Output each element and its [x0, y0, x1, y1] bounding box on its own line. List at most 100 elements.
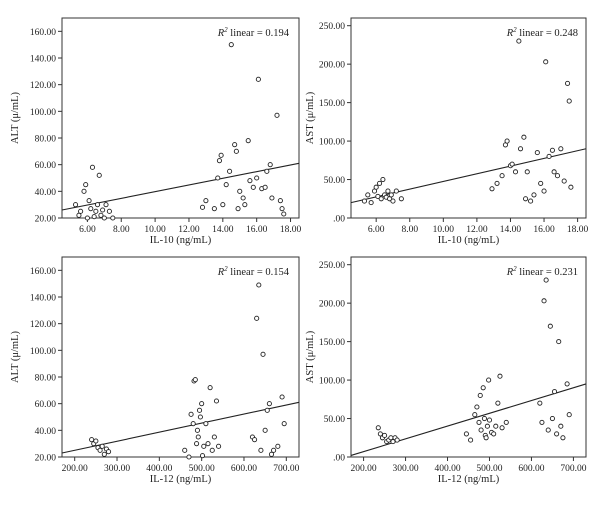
data-point [216, 443, 222, 449]
data-point [247, 178, 253, 184]
data-point [266, 401, 272, 407]
plot-frame [61, 256, 300, 458]
data-point [463, 431, 469, 437]
data-point [271, 447, 277, 453]
data-point [541, 298, 547, 304]
data-point [254, 315, 260, 321]
y-axis-title: ALT (μ/mL) [10, 92, 21, 145]
data-point [101, 451, 107, 457]
data-point [98, 212, 104, 218]
data-point [472, 412, 478, 418]
data-point [188, 411, 194, 417]
x-tick-label: 18.00 [280, 225, 302, 235]
data-point [106, 449, 112, 455]
panel-alt-il12: 200.00 300.00 400.00 500.00 600.00 700.00 20.0… [10, 256, 300, 485]
y-tick-label: 20.00 [35, 454, 57, 464]
data-point [547, 323, 553, 329]
data-point [499, 425, 505, 431]
y-tick-label: .00 [333, 215, 345, 225]
y-tick-label: 160.00 [30, 267, 56, 277]
data-point [240, 195, 246, 201]
data-point [551, 169, 557, 175]
x-tick-label: 500.00 [189, 464, 215, 474]
x-tick-label: 14.00 [212, 225, 234, 235]
data-point [564, 381, 570, 387]
data-point [468, 437, 474, 443]
data-point [196, 407, 203, 413]
y-tick-label: 200.00 [319, 61, 345, 71]
r2-annotation: R2 linear = 0.154 [217, 265, 290, 278]
x-tick-label: 700.00 [560, 464, 586, 474]
data-point [385, 188, 391, 194]
data-point [494, 180, 500, 186]
data-point [382, 432, 388, 439]
x-tick-label: 6.00 [79, 225, 96, 235]
data-point [211, 434, 217, 440]
data-point [483, 435, 489, 441]
data-point [182, 447, 188, 453]
data-point [242, 202, 248, 208]
x-tick-label: 200.00 [351, 464, 377, 474]
data-point [377, 431, 383, 437]
data-point [269, 195, 275, 201]
y-axis-title: ALT (μ/mL) [10, 331, 21, 384]
data-point [545, 427, 551, 433]
data-point [268, 451, 275, 457]
x-tick-label: 300.00 [392, 464, 418, 474]
data-point [375, 193, 381, 200]
data-point [192, 377, 198, 383]
data-point [491, 431, 497, 437]
plot-frame [350, 256, 587, 458]
data-point [186, 454, 192, 460]
x-axis-title: IL-10 (ng/mL) [150, 235, 212, 246]
data-point [216, 158, 222, 164]
x-tick-label: 10.00 [433, 225, 455, 235]
data-point [93, 438, 99, 444]
data-point [255, 76, 261, 82]
y-axis-title: AST (μ/mL) [305, 91, 316, 144]
data-point [478, 427, 484, 433]
x-tick-label: 200.00 [62, 464, 88, 474]
x-tick-label: 8.00 [113, 225, 130, 235]
data-point [558, 423, 564, 429]
data-point [93, 208, 99, 214]
data-point [368, 200, 374, 206]
data-point [199, 453, 206, 459]
y-tick-label: 160.00 [30, 28, 56, 38]
data-point [509, 161, 515, 167]
data-point [380, 176, 386, 183]
x-tick-label: 12.00 [178, 225, 200, 235]
y-tick-label: 20.00 [35, 215, 57, 225]
data-point [110, 215, 116, 221]
data-point [78, 208, 84, 214]
data-point [556, 339, 562, 345]
data-point [279, 206, 285, 212]
data-point [361, 198, 367, 204]
data-point [220, 202, 226, 208]
data-point [199, 401, 205, 407]
x-tick-label: 16.00 [246, 225, 268, 235]
data-point [568, 184, 574, 190]
y-tick-label: 50.00 [324, 176, 346, 186]
y-tick-label: 80.00 [35, 374, 57, 384]
x-tick-label: 600.00 [518, 464, 544, 474]
x-tick-label: 700.00 [273, 464, 299, 474]
data-point [232, 142, 238, 148]
data-point [84, 215, 90, 221]
data-point [252, 437, 258, 443]
data-point [551, 389, 558, 395]
data-point [558, 146, 564, 152]
x-tick-label: 400.00 [146, 464, 172, 474]
data-point [264, 407, 270, 413]
data-point [83, 182, 89, 188]
y-tick-label: 150.00 [319, 338, 345, 348]
data-point [201, 443, 207, 449]
data-point [549, 147, 555, 153]
data-point [89, 437, 95, 443]
r2-annotation: R2 linear = 0.231 [506, 265, 578, 278]
y-tick-label: 100.00 [30, 108, 56, 118]
data-point [531, 192, 537, 198]
plot-frame [350, 17, 587, 219]
data-point [560, 435, 566, 441]
data-point [267, 162, 273, 168]
